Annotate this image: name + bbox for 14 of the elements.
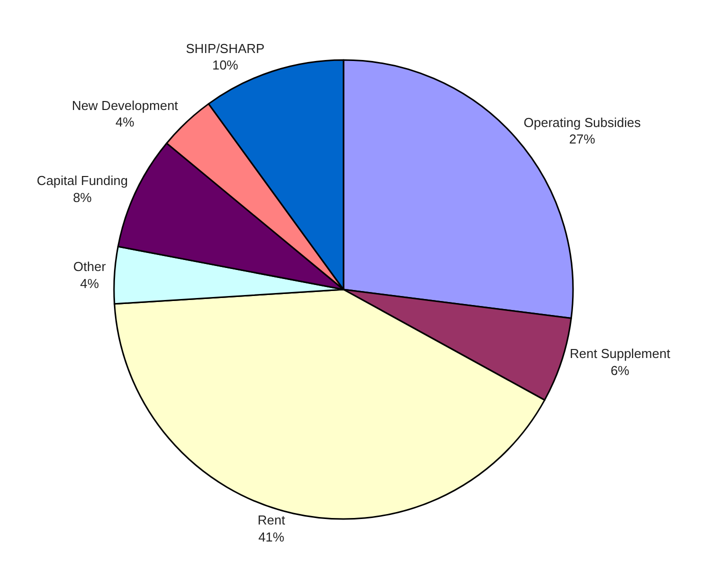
slice-label: Rent Supplement xyxy=(570,346,671,361)
data-label: 6% xyxy=(610,362,630,378)
data-label: 4% xyxy=(116,114,135,130)
slice-label: Rent xyxy=(258,512,286,528)
data-label: 4% xyxy=(80,276,100,291)
slice-label: Operating Subsidies xyxy=(524,114,642,130)
data-label: 10% xyxy=(212,58,239,73)
data-label: 41% xyxy=(258,530,285,545)
slice-label: Capital Funding xyxy=(36,172,128,188)
data-label: 8% xyxy=(72,190,92,205)
slice-label: Other xyxy=(73,259,106,274)
slice-label: New Development xyxy=(72,98,178,113)
slice-label: SHIP/SHARP xyxy=(186,40,265,56)
data-label: 27% xyxy=(569,132,596,147)
